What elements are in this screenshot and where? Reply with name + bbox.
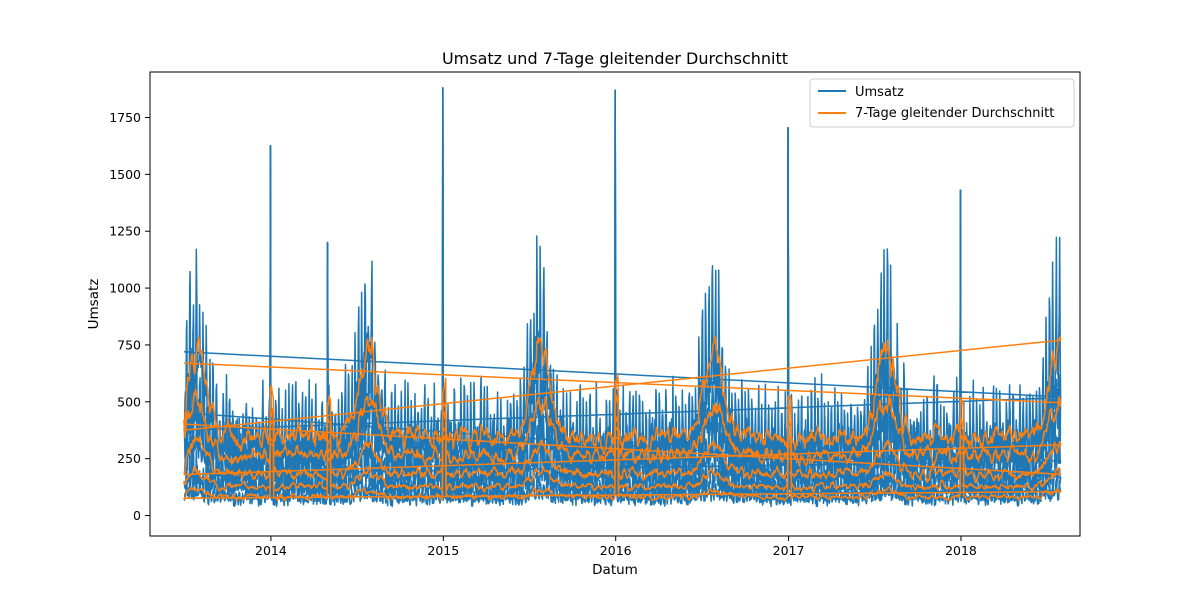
y-tick-label: 0 — [133, 508, 141, 523]
x-tick-label: 2016 — [600, 543, 632, 558]
x-axis: 2014 2015 2016 2017 2018 — [255, 536, 977, 558]
x-tick-label: 2015 — [427, 543, 459, 558]
x-tick-label: 2018 — [945, 543, 977, 558]
x-tick-label: 2014 — [255, 543, 287, 558]
plot-frame — [149, 71, 1081, 537]
legend: Umsatz 7-Tage gleitender Durchschnitt — [809, 78, 1075, 128]
y-tick-label: 1750 — [109, 110, 141, 125]
legend-box — [809, 78, 1075, 128]
y-tick-label: 750 — [117, 337, 141, 352]
y-tick-label: 500 — [117, 394, 141, 409]
legend-label-umsatz: Umsatz — [855, 85, 904, 100]
x-axis-title: Datum — [592, 562, 638, 578]
chart-title: Umsatz und 7-Tage gleitender Durchschnit… — [442, 49, 788, 68]
legend-label-moving-average: 7-Tage gleitender Durchschnitt — [855, 106, 1054, 121]
y-tick-label: 1250 — [109, 224, 141, 239]
series-line-moving-average — [183, 335, 1062, 455]
y-tick-label: 250 — [117, 451, 141, 466]
x-tick-label: 2017 — [773, 543, 805, 558]
y-tick-label: 1500 — [109, 167, 141, 182]
series-layer — [183, 87, 1062, 508]
y-axis: 0 250 500 750 1000 1250 1500 1750 — [109, 110, 150, 523]
y-tick-label: 1000 — [109, 281, 141, 296]
y-axis-title: Umsatz — [86, 279, 102, 330]
